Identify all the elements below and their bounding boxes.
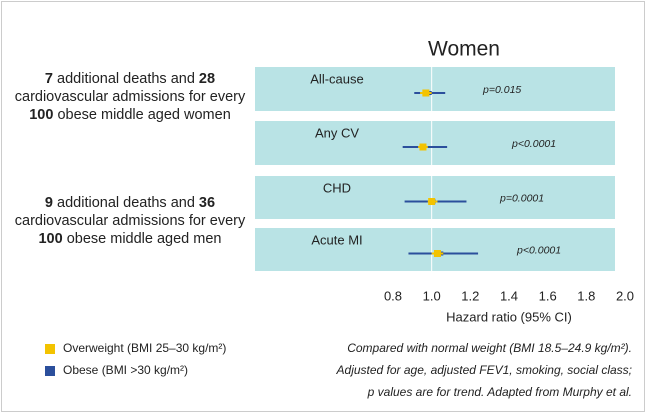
note-text: 28 [198, 71, 216, 87]
row-label: Any CV [315, 125, 359, 140]
row-panel [255, 67, 615, 111]
legend-label: Obese (BMI >30 kg/m²) [63, 363, 188, 377]
p-value: p=0.015 [482, 84, 521, 96]
row-label: All-cause [310, 71, 363, 86]
p-value: p<0.0001 [516, 244, 561, 256]
p-value: p<0.0001 [511, 138, 556, 150]
x-tick-label: 0.8 [384, 288, 402, 303]
note-text: additional deaths and [53, 71, 199, 87]
note-text: cardiovascular admissions for every [14, 89, 246, 105]
note: 9 additional deaths and 36 cardiovascula… [10, 194, 250, 248]
note-text: cardiovascular admissions for every [14, 213, 246, 229]
x-tick-label: 1.4 [500, 288, 518, 303]
x-tick-label: 1.8 [577, 288, 595, 303]
footnote: p values are for trend. Adapted from Mur… [367, 385, 632, 399]
chart-title: Women [428, 38, 500, 61]
footnote: Adjusted for age, adjusted FEV1, smoking… [336, 363, 632, 377]
legend-swatch [45, 344, 55, 354]
row-panel [255, 176, 615, 219]
row-panel [255, 121, 615, 165]
row-label: Acute MI [311, 232, 362, 247]
x-axis-label: Hazard ratio (95% CI) [446, 309, 572, 324]
note-text: additional deaths and [53, 195, 199, 211]
footnote: Compared with normal weight (BMI 18.5–24… [347, 341, 632, 355]
note-text: obese middle aged women [53, 107, 231, 123]
legend-label: Overweight (BMI 25–30 kg/m²) [63, 341, 226, 355]
note-text: 100 [38, 231, 63, 247]
note-text: 100 [29, 107, 54, 123]
point [428, 198, 436, 205]
legend-swatch [45, 366, 55, 376]
point [422, 89, 430, 97]
row-label: CHD [323, 180, 351, 195]
x-tick-label: 1.2 [461, 288, 479, 303]
x-tick-label: 1.6 [539, 288, 557, 303]
point [433, 250, 441, 257]
note-text: 9 [44, 195, 53, 211]
p-value: p=0.0001 [499, 192, 544, 204]
x-tick-label: 1.0 [423, 288, 441, 303]
row-panel [255, 228, 615, 271]
note-text: obese middle aged men [62, 231, 222, 247]
note-text: 36 [198, 195, 216, 211]
x-tick-label: 2.0 [616, 288, 634, 303]
note: 7 additional deaths and 28 cardiovascula… [10, 70, 250, 124]
note-text: 7 [44, 71, 53, 87]
point [419, 143, 427, 151]
